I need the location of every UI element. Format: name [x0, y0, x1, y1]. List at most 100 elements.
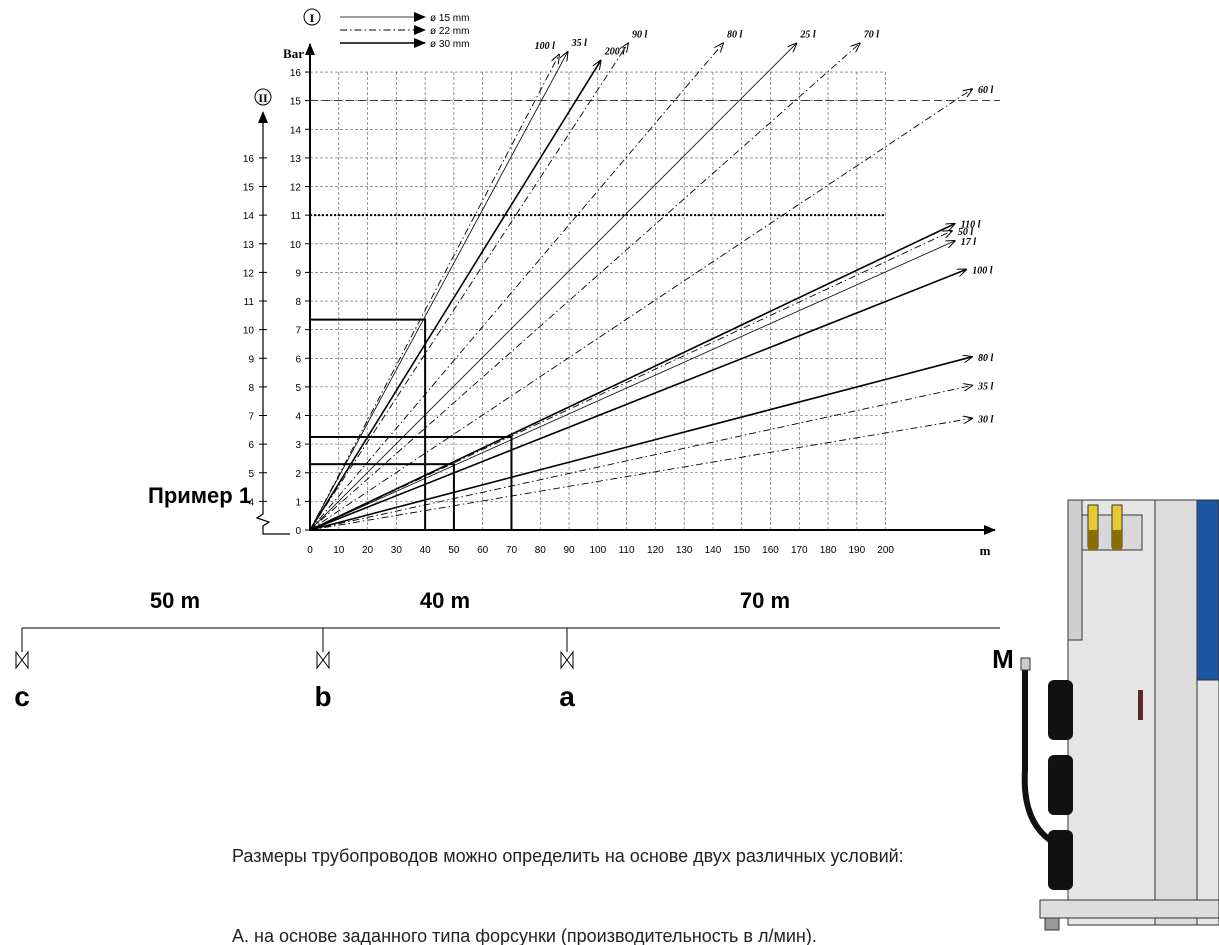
x-tick-label: 20: [362, 545, 374, 556]
x-tick-label: 160: [762, 545, 779, 556]
axis-break: [257, 510, 290, 534]
pipe-schematic: [16, 628, 1000, 668]
x-tick-label: 110: [619, 545, 635, 556]
y-tick-label: 5: [295, 383, 301, 394]
axis-id: I: [310, 11, 315, 25]
flow-line: [310, 43, 628, 530]
y-tick-label: 11: [291, 211, 302, 222]
series-label: 80 l: [727, 29, 743, 40]
flow-line: [310, 270, 966, 530]
y-tick-label: 14: [290, 125, 302, 136]
page: Barm010203040506070809010011012013014015…: [0, 0, 1219, 945]
x-tick-label: 30: [391, 545, 403, 556]
series-label: 30 l: [977, 414, 994, 425]
y2-tick-label: 13: [243, 240, 255, 251]
point-label: c: [14, 681, 30, 712]
y2-tick-label: 12: [243, 268, 255, 279]
flow-line: [310, 89, 972, 530]
body-text: A. на основе заданного типа форсунки (пр…: [232, 926, 817, 945]
y-tick-label: 2: [295, 469, 301, 480]
series-label: 100 l: [972, 266, 993, 277]
flow-line: [310, 224, 955, 530]
y2-tick-label: 16: [243, 154, 255, 165]
flow-line: [310, 241, 955, 530]
flow-line: [310, 418, 972, 530]
x-tick-label: 10: [333, 545, 345, 556]
x-tick-label: 60: [477, 545, 489, 556]
y2-tick-label: 7: [248, 412, 254, 423]
series-label: 80 l: [978, 353, 994, 364]
y-tick-label: 3: [295, 440, 301, 451]
y-tick-label: 8: [295, 297, 301, 308]
legend-label: ø 15 mm: [430, 13, 469, 24]
x-tick-label: 200: [877, 545, 894, 556]
y-tick-label: 13: [290, 154, 302, 165]
series-label: 70 l: [864, 29, 880, 40]
x-tick-label: 80: [535, 545, 547, 556]
x-tick-label: 190: [849, 545, 866, 556]
flow-line: [310, 52, 568, 530]
segment-length: 70 m: [740, 588, 790, 613]
series-label: 35 l: [977, 381, 994, 392]
y-tick-label: 15: [290, 97, 302, 108]
x-tick-label: 180: [820, 545, 837, 556]
flow-line: [310, 43, 723, 530]
x-axis-label: m: [980, 543, 991, 558]
x-tick-label: 0: [307, 545, 313, 556]
series-label: 35 l: [571, 38, 588, 49]
x-tick-label: 40: [420, 545, 432, 556]
series-label: 25 l: [799, 29, 816, 40]
y-tick-label: 6: [295, 354, 301, 365]
flow-line: [310, 43, 796, 530]
x-tick-label: 140: [705, 545, 722, 556]
flow-line: [310, 43, 860, 530]
axis-id: II: [258, 91, 268, 105]
flow-line: [310, 385, 972, 530]
x-tick-label: 100: [589, 545, 606, 556]
series-label: 100 l: [535, 41, 556, 52]
y-tick-label: 10: [290, 240, 302, 251]
body-text: Размеры трубопроводов можно определить н…: [232, 846, 904, 866]
y2-tick-label: 10: [243, 326, 255, 337]
x-tick-label: 50: [448, 545, 460, 556]
y2-tick-label: 9: [248, 354, 254, 365]
series-label: 60 l: [978, 85, 994, 96]
x-tick-label: 150: [733, 545, 750, 556]
y2-tick-label: 8: [248, 383, 254, 394]
y-tick-label: 1: [295, 497, 301, 508]
x-tick-label: 170: [791, 545, 808, 556]
example-title: Пример 1: [148, 483, 251, 508]
point-label: a: [559, 681, 575, 712]
flow-line: [310, 231, 952, 530]
y-tick-label: 12: [290, 183, 302, 194]
series-label: 90 l: [632, 29, 648, 40]
y-tick-label: 16: [290, 68, 302, 79]
point-label: b: [314, 681, 331, 712]
flow-line: [310, 357, 972, 530]
segment-length: 50 m: [150, 588, 200, 613]
point-label: M: [992, 644, 1014, 674]
x-tick-label: 130: [676, 545, 693, 556]
y2-tick-label: 11: [244, 297, 255, 308]
series-label: 17 l: [961, 237, 977, 248]
y2-tick-label: 6: [248, 440, 254, 451]
y2-tick-label: 5: [248, 469, 254, 480]
legend-label: ø 22 mm: [430, 26, 469, 37]
y-tick-label: 9: [295, 268, 301, 279]
y2-tick-label: 14: [243, 211, 255, 222]
x-tick-label: 120: [647, 545, 664, 556]
y-axis-label: Bar: [283, 46, 304, 61]
y-tick-label: 7: [295, 326, 301, 337]
y-tick-label: 0: [295, 526, 301, 537]
flow-line: [310, 61, 601, 530]
segment-length: 40 m: [420, 588, 470, 613]
x-tick-label: 70: [506, 545, 518, 556]
page-svg: Barm010203040506070809010011012013014015…: [0, 0, 1219, 945]
y2-tick-label: 15: [243, 183, 255, 194]
y-tick-label: 4: [295, 412, 301, 423]
legend-label: ø 30 mm: [430, 39, 469, 50]
x-tick-label: 90: [563, 545, 575, 556]
machine-illustration: [1021, 500, 1219, 930]
flow-line: [310, 55, 559, 530]
